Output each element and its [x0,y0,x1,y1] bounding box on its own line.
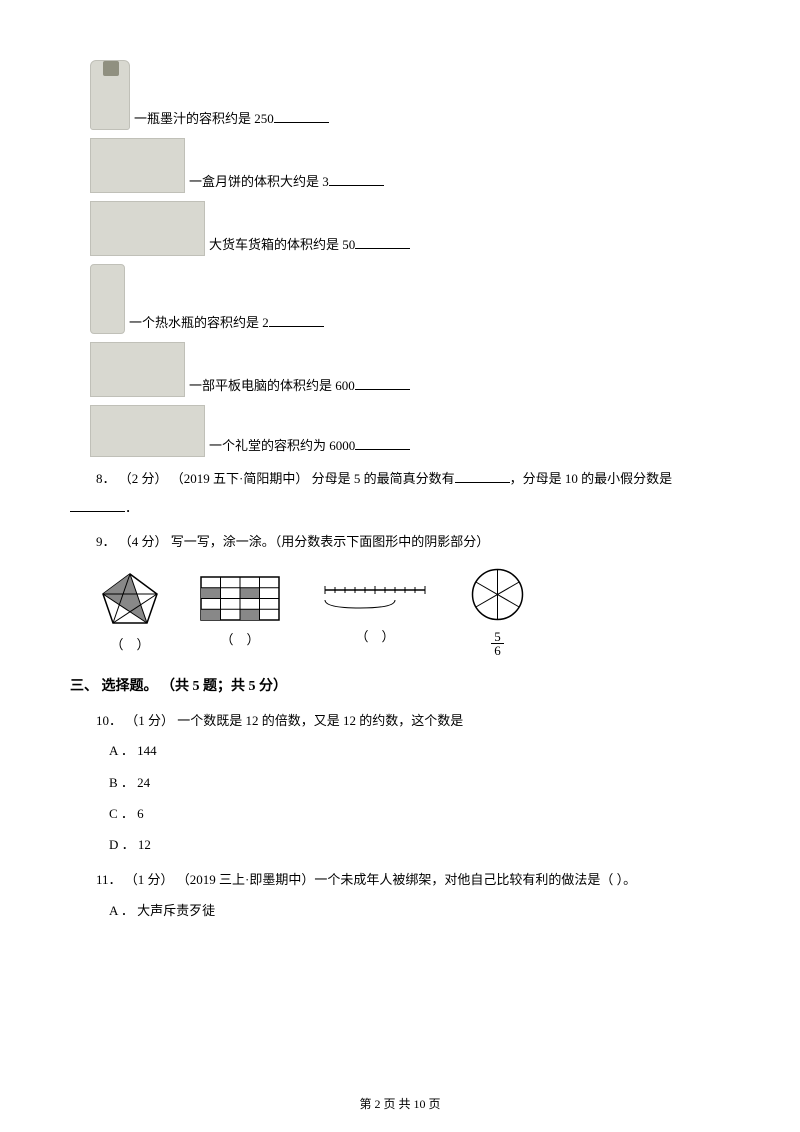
section-3-title: 三、 选择题。 （共 5 题；共 5 分） [70,673,730,701]
fraction-5-6: 5 6 [491,630,504,657]
numberline-label: （ ） [355,626,394,645]
figures-row: （ ） （ ） [100,567,730,657]
grid-svg [200,576,280,621]
q8-prefix: 8． （2 分） （2019 五下·简阳期中） 分母是 5 的最简真分数有 [96,471,455,486]
question-11: 11． （1 分） （2019 三上·即墨期中）一个未成年人被绑架，对他自己比较… [70,866,730,895]
mooncake-blank [329,172,384,186]
figure-numberline: （ ） [320,578,430,645]
q8-suffix: ． [125,500,138,515]
item-thermos: 一个热水瓶的容积约是 2 [70,264,730,334]
item-ink: 一瓶墨汁的容积约是 250 [70,60,730,130]
q8-line2: ． [70,494,730,523]
ink-bottle-image [90,60,130,130]
tablet-label: 一部平板电脑的体积约是 600 [189,378,355,393]
item-hall: 一个礼堂的容积约为 6000 [70,405,730,457]
page-footer: 第 2 页 共 10 页 [0,1095,800,1112]
tablet-image [90,342,185,397]
tablet-blank [355,376,410,390]
truck-image [90,201,205,256]
q8-mid: ，分母是 10 的最小假分数是 [510,471,673,486]
question-9: 9． （4 分） 写一写，涂一涂。（用分数表示下面图形中的阴影部分） [70,528,730,557]
q8-blank1 [455,469,510,483]
thermos-text: 一个热水瓶的容积约是 2 [129,311,324,334]
figure-pentagon: （ ） [100,571,160,653]
mooncake-image [90,138,185,193]
item-truck: 大货车货箱的体积约是 50 [70,201,730,256]
item-mooncake: 一盒月饼的体积大约是 3 [70,138,730,193]
hall-label: 一个礼堂的容积约为 6000 [209,438,355,453]
q11-choice-a: A ． 大声斥责歹徒 [70,895,730,926]
q10-choice-c: C ． 6 [70,798,730,829]
figure-circle: 5 6 [470,567,525,657]
grid-label: （ ） [220,629,259,648]
numberline-svg [320,578,430,618]
q10-choice-d: D ． 12 [70,829,730,860]
tablet-text: 一部平板电脑的体积约是 600 [189,374,410,397]
thermos-blank [269,313,324,327]
question-8: 8． （2 分） （2019 五下·简阳期中） 分母是 5 的最简真分数有 ，分母… [70,465,730,494]
hall-text: 一个礼堂的容积约为 6000 [209,434,410,457]
q8-blank2 [70,498,125,512]
mooncake-label: 一盒月饼的体积大约是 3 [189,174,329,189]
thermos-label: 一个热水瓶的容积约是 2 [129,315,269,330]
figure-grid: （ ） [200,576,280,648]
pentagon-svg [100,571,160,626]
ink-label: 一瓶墨汁的容积约是 250 [134,111,274,126]
circle-svg [470,567,525,622]
ink-blank [274,109,329,123]
thermos-image [90,264,125,334]
question-10: 10． （1 分） 一个数既是 12 的倍数，又是 12 的约数，这个数是 [70,707,730,736]
q10-choice-a: A ． 144 [70,735,730,766]
ink-text: 一瓶墨汁的容积约是 250 [134,107,329,130]
truck-blank [355,235,410,249]
pentagon-label: （ ） [110,634,149,653]
circle-fraction: 5 6 [491,630,504,657]
hall-blank [355,436,410,450]
truck-text: 大货车货箱的体积约是 50 [209,233,410,256]
item-tablet: 一部平板电脑的体积约是 600 [70,342,730,397]
truck-label: 大货车货箱的体积约是 50 [209,237,355,252]
hall-image [90,405,205,457]
mooncake-text: 一盒月饼的体积大约是 3 [189,170,384,193]
q10-choice-b: B ． 24 [70,767,730,798]
